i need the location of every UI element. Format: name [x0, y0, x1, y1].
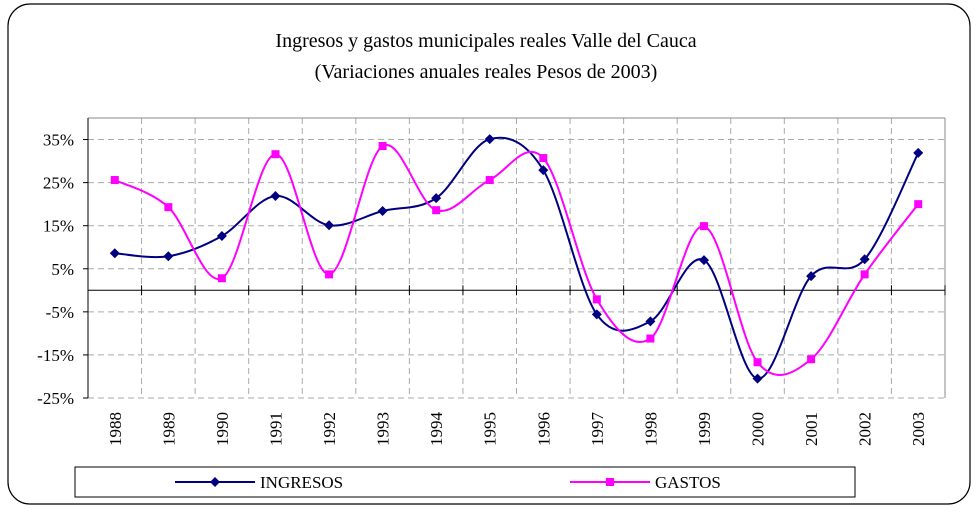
x-tick-label: 1998 — [641, 412, 660, 446]
x-tick-label: 1996 — [534, 412, 553, 446]
x-tick-label: 2000 — [749, 412, 768, 446]
data-point — [485, 176, 494, 185]
data-point — [377, 206, 388, 217]
x-tick-label: 1990 — [213, 412, 232, 446]
data-point — [109, 248, 120, 259]
data-point — [807, 355, 816, 364]
data-point — [592, 295, 601, 304]
legend-marker — [210, 477, 220, 487]
data-point — [270, 190, 281, 201]
data-point — [698, 255, 709, 266]
data-point — [110, 176, 119, 185]
data-point — [539, 154, 548, 163]
data-point — [859, 254, 870, 265]
x-tick-label: 1993 — [374, 412, 393, 446]
legend-label: INGRESOS — [260, 473, 343, 492]
y-tick-label: 15% — [43, 217, 74, 236]
x-tick-label: 1991 — [266, 412, 285, 446]
data-point — [324, 220, 335, 231]
data-point — [591, 309, 602, 320]
x-tick-label: 2002 — [856, 412, 875, 446]
x-tick-label: 1995 — [481, 412, 500, 446]
data-point — [431, 193, 442, 204]
data-point — [699, 222, 708, 231]
x-tick-label: 1988 — [106, 412, 125, 446]
data-point — [646, 334, 655, 343]
chart-title: Ingresos y gastos municipales reales Val… — [275, 30, 696, 52]
data-point — [806, 271, 817, 282]
data-point — [913, 147, 924, 158]
legend-marker — [606, 478, 614, 486]
y-tick-label: -5% — [46, 303, 74, 322]
data-point — [914, 200, 923, 209]
x-tick-label: 2003 — [909, 412, 928, 446]
data-point — [645, 316, 656, 327]
data-point — [216, 231, 227, 242]
y-tick-label: 25% — [43, 174, 74, 193]
data-point — [378, 142, 387, 150]
x-tick-label: 1989 — [159, 412, 178, 446]
x-tick-label: 1999 — [695, 412, 714, 446]
y-tick-label: -15% — [37, 346, 74, 365]
series-line — [114, 143, 920, 376]
chart-subtitle: (Variaciones anuales reales Pesos de 200… — [315, 61, 658, 83]
data-point — [271, 150, 280, 159]
data-point — [752, 373, 763, 384]
y-tick-label: -25% — [37, 389, 74, 408]
data-point — [860, 270, 869, 279]
y-tick-label: 35% — [43, 131, 74, 150]
data-point — [753, 358, 762, 367]
data-point — [538, 165, 549, 176]
legend-label: GASTOS — [655, 473, 721, 492]
x-tick-label: 1992 — [320, 412, 339, 446]
x-tick-label: 1994 — [427, 412, 446, 447]
x-tick-label: 2001 — [802, 412, 821, 446]
data-point — [217, 274, 226, 283]
data-point — [325, 270, 334, 279]
data-point — [432, 206, 441, 215]
data-point — [163, 251, 174, 262]
y-tick-label: 5% — [51, 260, 74, 279]
x-tick-label: 1997 — [588, 412, 607, 447]
data-point — [484, 134, 495, 145]
data-point — [164, 203, 173, 212]
